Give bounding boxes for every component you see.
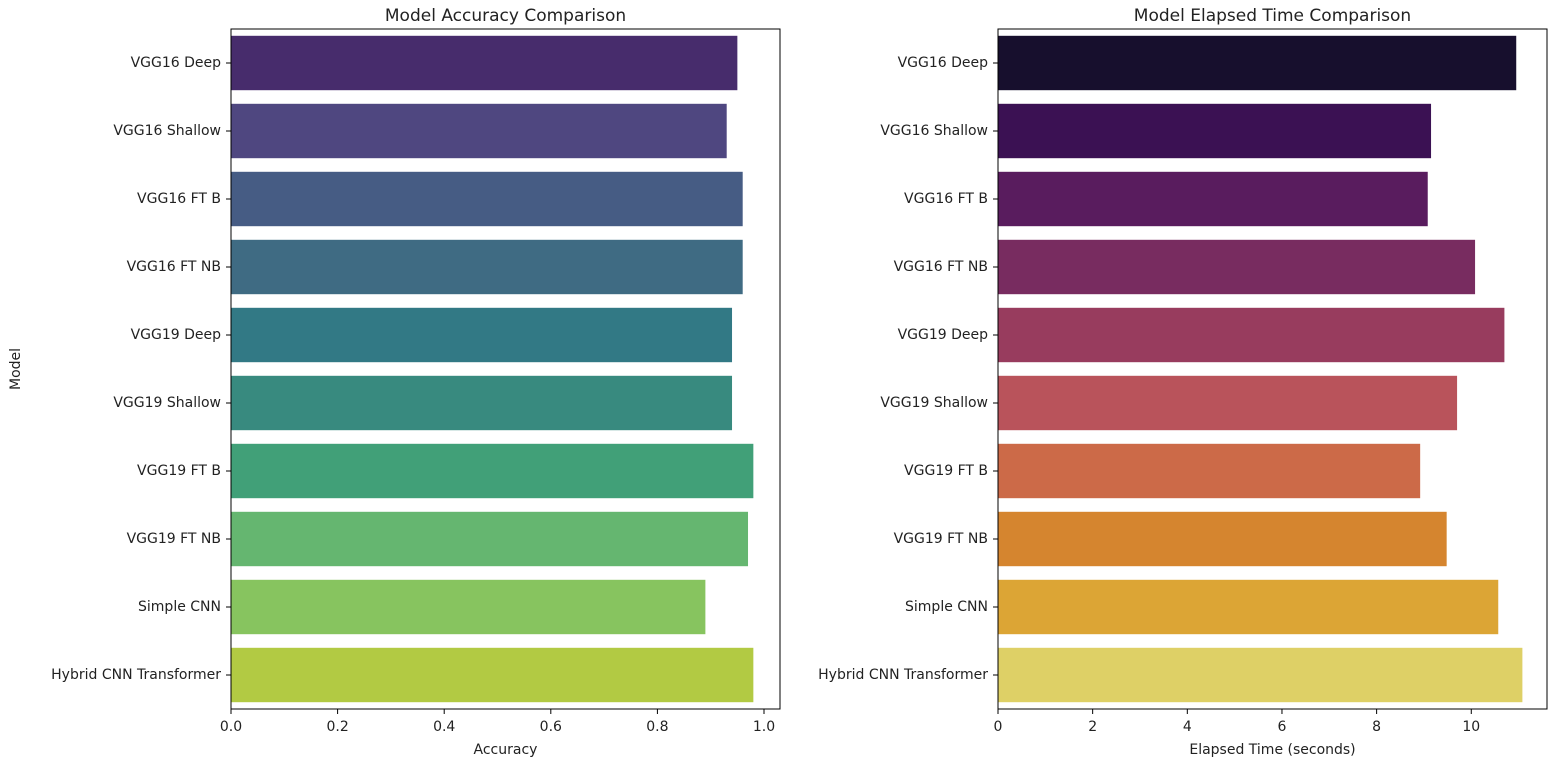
bar-3	[998, 171, 1428, 227]
bar-4	[231, 239, 743, 295]
y-tick-label: VGG16 Deep	[898, 55, 989, 71]
y-axis-label: Model	[8, 348, 24, 390]
bar-5	[231, 307, 733, 363]
bar-8	[231, 511, 749, 567]
accuracy-chart: VGG16 Deep VGG16 Shallow VGG16 FT B VGG16 F…	[8, 6, 781, 758]
x-tick-label: 0.0	[220, 719, 242, 735]
x-tick-label: 10	[1462, 719, 1480, 735]
x-axis-label: Accuracy	[474, 742, 538, 758]
x-tick-label: 2	[1088, 719, 1097, 735]
bar-7	[231, 443, 754, 499]
bar-8	[998, 511, 1447, 567]
bar-6	[231, 375, 733, 431]
y-tick-label: VGG19 FT B	[137, 463, 221, 479]
y-tick-label: VGG19 Shallow	[113, 395, 221, 411]
bar-2	[998, 103, 1432, 159]
bar-6	[998, 375, 1458, 431]
bar-3	[231, 171, 743, 227]
y-tick-label: VGG16 Shallow	[113, 123, 221, 139]
elapsed-time-chart: VGG16 Deep VGG16 Shallow VGG16 FT B VGG16 F…	[818, 6, 1548, 758]
bar-10	[998, 647, 1523, 703]
y-tick-label: VGG19 Deep	[898, 327, 989, 343]
plot-frame	[230, 28, 781, 710]
y-tick-label: Hybrid CNN Transformer	[51, 667, 221, 683]
x-tick-label: 0.6	[540, 719, 562, 735]
bar-10	[231, 647, 754, 703]
plot-frame	[997, 28, 1548, 710]
y-tick-label: Hybrid CNN Transformer	[818, 667, 988, 683]
y-tick-label: Simple CNN	[905, 599, 988, 615]
x-tick-label: 4	[1183, 719, 1192, 735]
bar-5	[998, 307, 1505, 363]
chart-title: Model Accuracy Comparison	[385, 6, 626, 26]
y-tick-label: Simple CNN	[138, 599, 221, 615]
y-tick-label: VGG19 Shallow	[880, 395, 988, 411]
bar-1	[998, 35, 1517, 91]
x-tick-label: 8	[1372, 719, 1381, 735]
x-tick-label: 0	[994, 719, 1003, 735]
chart-title: Model Elapsed Time Comparison	[1134, 6, 1411, 26]
y-tick-label: VGG19 FT B	[904, 463, 988, 479]
x-tick-label: 6	[1278, 719, 1287, 735]
bar-7	[998, 443, 1421, 499]
bar-9	[998, 579, 1499, 635]
x-tick-label: 0.8	[646, 719, 668, 735]
bar-4	[998, 239, 1476, 295]
x-tick-label: 0.2	[326, 719, 348, 735]
x-tick-label: 0.4	[433, 719, 455, 735]
x-tick-label: 1.0	[753, 719, 775, 735]
y-tick-label: VGG19 FT NB	[894, 531, 988, 547]
y-tick-label: VGG16 FT B	[904, 191, 988, 207]
y-tick-label: VGG16 FT NB	[127, 259, 221, 275]
bar-2	[231, 103, 727, 159]
bar-1	[231, 35, 738, 91]
bar-9	[231, 579, 706, 635]
y-tick-label: VGG19 Deep	[131, 327, 222, 343]
x-axis-label: Elapsed Time (seconds)	[1189, 742, 1355, 758]
y-tick-label: VGG16 FT NB	[894, 259, 988, 275]
y-tick-label: VGG16 Shallow	[880, 123, 988, 139]
y-tick-label: VGG16 FT B	[137, 191, 221, 207]
y-tick-label: VGG19 FT NB	[127, 531, 221, 547]
y-tick-label: VGG16 Deep	[131, 55, 222, 71]
